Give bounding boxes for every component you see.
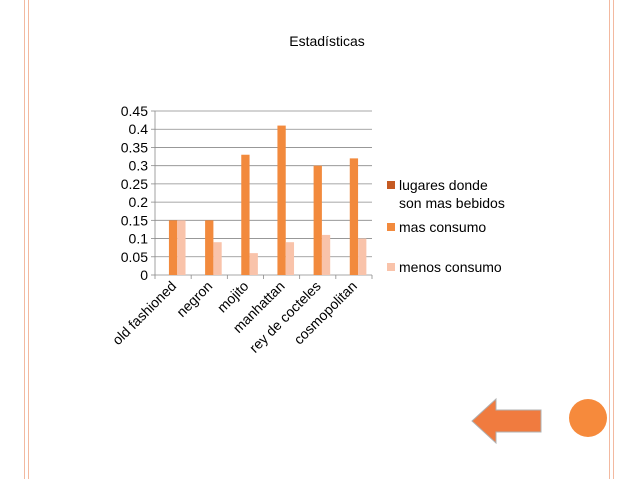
bar — [321, 234, 331, 275]
bar — [277, 125, 286, 275]
bar — [285, 242, 295, 275]
legend-swatch — [387, 263, 395, 271]
y-axis-ticks: 0 0.05 0.1 0.15 0.2 0.25 0.3 0.35 0.4 0.45 — [121, 103, 155, 283]
bar — [241, 154, 250, 275]
bar — [168, 220, 178, 275]
legend-label: mas consumo — [399, 219, 486, 235]
y-tick-label: 0 — [140, 267, 148, 283]
y-tick-label: 0.25 — [121, 176, 148, 192]
chart-title: Estadísticas — [289, 33, 364, 49]
chart-axes — [154, 111, 373, 279]
x-category-label: negron — [173, 278, 215, 320]
y-tick-label: 0.2 — [129, 194, 149, 210]
nav-circle-button[interactable] — [569, 399, 607, 437]
chart-bars — [168, 125, 367, 275]
legend-swatch — [387, 181, 395, 189]
slide-border-left-outer — [24, 0, 25, 479]
bar — [213, 242, 222, 275]
y-tick-label: 0.45 — [121, 103, 148, 119]
slide-border-left-inner — [28, 0, 29, 479]
bar — [205, 220, 214, 275]
y-tick-label: 0.1 — [129, 231, 149, 247]
bar — [358, 238, 367, 275]
chart-gridlines — [155, 110, 372, 258]
legend-label: lugares donde son mas bebidos — [399, 177, 505, 211]
slide-border-right-outer — [613, 0, 614, 479]
back-arrow-button[interactable] — [471, 397, 542, 445]
bar — [177, 220, 186, 275]
legend-label: menos consumo — [399, 259, 502, 275]
bar — [249, 253, 258, 275]
y-tick-label: 0.05 — [121, 249, 148, 265]
x-category-label: old fashioned — [109, 278, 179, 348]
chart-legend: lugares donde son mas bebidos mas consumo m… — [387, 177, 505, 275]
slide-border-right-inner — [609, 0, 610, 479]
y-tick-label: 0.35 — [121, 139, 148, 155]
y-tick-label: 0.4 — [129, 121, 149, 137]
y-tick-label: 0.15 — [121, 212, 148, 228]
bar — [349, 158, 359, 275]
y-tick-label: 0.3 — [129, 158, 149, 174]
bar — [313, 165, 322, 275]
legend-swatch — [387, 223, 395, 231]
